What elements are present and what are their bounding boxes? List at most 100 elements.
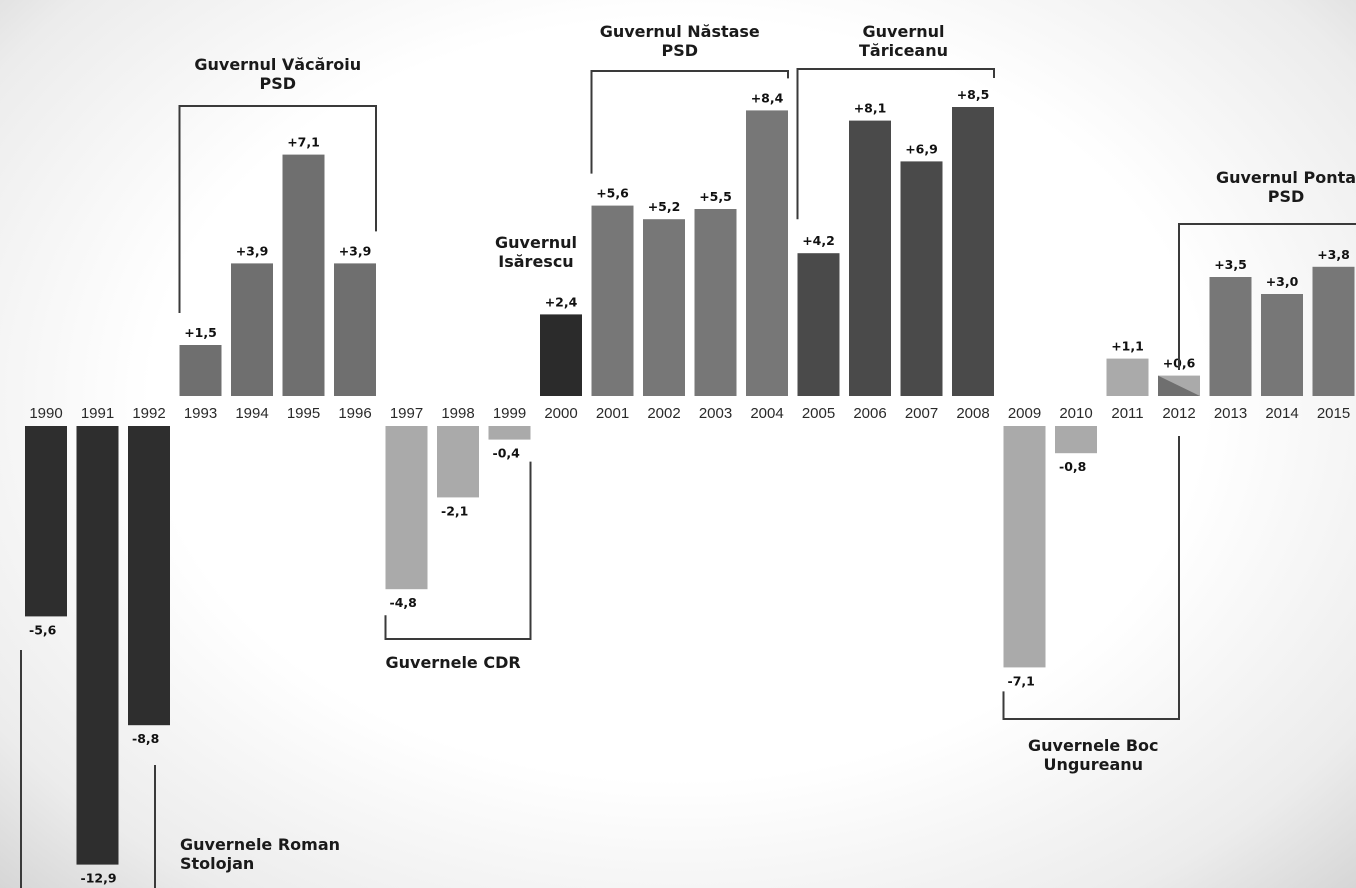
- value-label-1991: -12,9: [81, 871, 117, 886]
- year-label-1998: 1998: [441, 405, 474, 422]
- value-label-1990: -5,6: [29, 622, 57, 637]
- year-label-2005: 2005: [802, 405, 835, 422]
- value-label-1997: -4,8: [390, 595, 417, 610]
- value-label-2007: +6,9: [905, 141, 938, 156]
- year-label-2004: 2004: [750, 405, 783, 422]
- year-label-1993: 1993: [184, 405, 217, 422]
- bar-2001: [591, 205, 634, 396]
- value-label-2000: +2,4: [545, 294, 578, 309]
- bar-2002: [643, 219, 685, 396]
- value-label-1993: +1,5: [184, 325, 217, 340]
- value-label-2005: +4,2: [802, 233, 835, 248]
- bracket-boc-ungureanu: [1002, 436, 1180, 720]
- year-label-2014: 2014: [1265, 405, 1298, 422]
- value-label-2006: +8,1: [854, 101, 887, 116]
- year-label-2015: 2015: [1317, 405, 1350, 422]
- bar-1998: [437, 426, 479, 498]
- value-label-2010: -0,8: [1059, 459, 1086, 474]
- bar-2004: [746, 110, 788, 397]
- gov-roman-stolojan-line-1: Guvernele Roman: [180, 835, 340, 854]
- gov-nastase-line-1: Guvernul Năstase: [600, 22, 760, 41]
- value-label-2015: +3,8: [1317, 247, 1350, 262]
- bar-2012-split: [1158, 375, 1200, 396]
- year-label-1999: 1999: [493, 405, 526, 422]
- value-label-1999: -0,4: [493, 446, 521, 461]
- bar-2000: [540, 314, 582, 396]
- value-label-2014: +3,0: [1266, 274, 1299, 289]
- bracket-ponta: [1178, 223, 1356, 370]
- bar-2003: [694, 209, 737, 396]
- gov-isarescu-line-2: Isărescu: [498, 252, 573, 271]
- value-label-2002: +5,2: [648, 199, 681, 214]
- year-label-2000: 2000: [544, 405, 577, 422]
- bar-2015: [1312, 266, 1355, 396]
- gov-cdr-line-1: Guvernele CDR: [386, 653, 521, 672]
- bar-2013: [1209, 277, 1252, 396]
- year-label-1997: 1997: [390, 405, 423, 422]
- gov-vacaroiu-line-2: PSD: [259, 74, 296, 93]
- bar-1997: [385, 426, 428, 590]
- bar-2011: [1106, 358, 1149, 396]
- value-label-1998: -2,1: [441, 503, 468, 518]
- year-label-1995: 1995: [287, 405, 320, 422]
- gov-nastase-line-2: PSD: [661, 41, 698, 60]
- value-label-2008: +8,5: [957, 87, 990, 102]
- year-label-1990: 1990: [29, 405, 62, 422]
- year-label-2013: 2013: [1214, 405, 1247, 422]
- gov-ponta-line-1: Guvernul Ponta: [1216, 168, 1356, 187]
- value-label-2004: +8,4: [751, 90, 784, 105]
- gov-vacaroiu-line-1: Guvernul Văcăroiu: [194, 55, 361, 74]
- year-label-1994: 1994: [235, 405, 268, 422]
- bar-1993: [179, 345, 222, 396]
- bar-1994: [231, 263, 273, 396]
- gov-tariceanu-line-1: Guvernul: [863, 22, 945, 41]
- bar-2007: [900, 161, 943, 396]
- bar-1999: [488, 426, 531, 440]
- year-label-1992: 1992: [132, 405, 165, 422]
- bar-2005: [797, 253, 840, 396]
- bracket-cdr: [384, 461, 532, 640]
- gov-tariceanu-line-2: Tăriceanu: [859, 41, 948, 60]
- bar-2014: [1261, 294, 1303, 396]
- year-label-2006: 2006: [853, 405, 886, 422]
- year-label-2012: 2012: [1162, 405, 1195, 422]
- value-label-1992: -8,8: [132, 731, 159, 746]
- bracket-nastase: [590, 70, 789, 174]
- bar-2006: [849, 120, 891, 396]
- gov-boc-ungureanu-line-2: Ungureanu: [1043, 755, 1143, 774]
- year-label-2010: 2010: [1059, 405, 1092, 422]
- year-label-1991: 1991: [81, 405, 114, 422]
- year-label-2007: 2007: [905, 405, 938, 422]
- year-label-2002: 2002: [647, 405, 680, 422]
- bracket-tariceanu: [796, 68, 995, 220]
- year-label-2001: 2001: [596, 405, 629, 422]
- value-label-2011: +1,1: [1111, 339, 1144, 354]
- bar-2008: [952, 107, 994, 396]
- gov-ponta-line-2: PSD: [1268, 187, 1305, 206]
- bar-1990: [25, 426, 67, 617]
- value-label-1996: +3,9: [339, 243, 372, 258]
- value-label-1995: +7,1: [287, 135, 320, 150]
- gov-roman-stolojan-line-2: Stolojan: [180, 854, 254, 873]
- bar-1992: [128, 426, 170, 726]
- year-label-2008: 2008: [956, 405, 989, 422]
- value-label-2009: -7,1: [1008, 673, 1035, 688]
- bar-2010: [1055, 426, 1097, 454]
- value-label-2003: +5,5: [699, 189, 732, 204]
- value-label-1994: +3,9: [236, 243, 269, 258]
- value-label-2001: +5,6: [596, 186, 629, 201]
- bar-2009: [1003, 426, 1046, 668]
- bracket-vacaroiu: [178, 105, 377, 313]
- year-label-2003: 2003: [699, 405, 732, 422]
- bar-1991: [76, 426, 119, 865]
- bar-1996: [334, 263, 376, 396]
- gov-isarescu-line-1: Guvernul: [495, 233, 577, 252]
- year-label-2011: 2011: [1111, 405, 1143, 422]
- value-label-2013: +3,5: [1214, 257, 1247, 272]
- gov-boc-ungureanu-line-1: Guvernele Boc: [1028, 736, 1159, 755]
- year-label-1996: 1996: [338, 405, 371, 422]
- bar-1995: [282, 154, 325, 396]
- year-label-2009: 2009: [1008, 405, 1041, 422]
